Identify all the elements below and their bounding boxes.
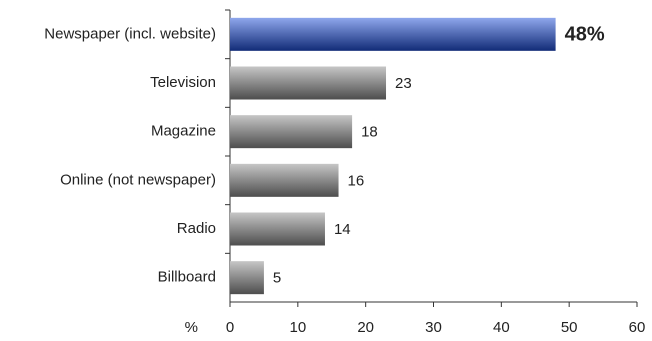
y-tick-label: Magazine xyxy=(151,123,216,140)
x-axis-label: % xyxy=(185,319,198,336)
y-tick-label: Radio xyxy=(177,220,216,237)
value-label: 23 xyxy=(395,75,412,92)
x-tick-label: 40 xyxy=(493,319,510,336)
x-tick-label: 50 xyxy=(561,319,578,336)
value-label: 48% xyxy=(565,24,605,46)
bar xyxy=(230,212,325,246)
x-tick-label: 30 xyxy=(425,319,442,336)
bar xyxy=(230,163,339,197)
bar xyxy=(230,261,264,295)
x-tick-label: 60 xyxy=(629,319,646,336)
bar xyxy=(230,66,387,100)
bar xyxy=(230,17,556,51)
y-tick-label: Billboard xyxy=(158,269,216,286)
value-label: 18 xyxy=(361,124,378,141)
y-tick-label: Online (not newspaper) xyxy=(60,171,216,188)
x-tick-label: 10 xyxy=(289,319,306,336)
x-tick-label: 20 xyxy=(357,319,374,336)
y-tick-label: Newspaper (incl. website) xyxy=(44,25,216,42)
x-tick-label: 0 xyxy=(226,319,234,336)
value-label: 16 xyxy=(348,172,365,189)
y-tick-label: Television xyxy=(150,74,216,91)
bar xyxy=(230,115,353,149)
value-label: 14 xyxy=(334,221,351,238)
value-label: 5 xyxy=(273,270,281,287)
